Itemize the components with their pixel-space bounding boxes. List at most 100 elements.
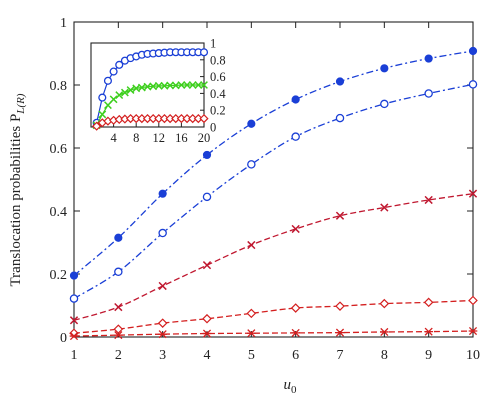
data-point [291, 328, 300, 337]
x-tick-label: 7 [337, 348, 344, 363]
data-point [113, 324, 124, 334]
series-4 [69, 326, 478, 341]
y-tick-label: 0.8 [50, 79, 68, 94]
y-tick-label: 0.6 [50, 142, 68, 157]
inset-data-point [115, 60, 124, 69]
data-point [380, 203, 389, 212]
data-point [290, 303, 301, 313]
inset-data-point [120, 88, 129, 97]
data-point [158, 330, 167, 339]
inset-x-tick-label: 16 [175, 131, 188, 145]
data-point [291, 224, 300, 234]
inset-x-tick-label: 12 [153, 131, 166, 145]
data-point [468, 295, 478, 306]
x-axis-label-sub: 0 [291, 384, 297, 396]
y-tick-label: 0.4 [50, 205, 68, 220]
inset-data-point [103, 76, 112, 85]
inset-data-point [115, 91, 124, 100]
inset-y-tick-label: 0.8 [210, 53, 226, 67]
data-point [202, 150, 212, 160]
data-point [468, 326, 478, 336]
data-point [335, 301, 345, 311]
series-line [73, 193, 474, 321]
data-point [246, 308, 257, 319]
data-point [335, 328, 345, 337]
series-line [73, 330, 474, 337]
x-tick-label: 6 [292, 348, 299, 363]
data-point [335, 77, 345, 86]
data-point [69, 331, 79, 341]
data-point [69, 271, 79, 280]
data-point [468, 46, 478, 56]
data-point [424, 89, 433, 98]
series-1 [69, 80, 478, 303]
inset-data-point [188, 81, 197, 89]
series-0 [69, 46, 478, 280]
x-axis-label-main: u [284, 377, 292, 393]
data-point [69, 294, 79, 303]
series-line [73, 299, 474, 334]
data-point [158, 228, 167, 238]
inset-data-point [199, 114, 209, 124]
data-point [424, 54, 433, 63]
data-point [247, 240, 256, 250]
inset-y-tick-label: 0.4 [210, 87, 226, 101]
data-point [114, 331, 123, 340]
inset-data-point [98, 110, 107, 119]
data-point [158, 189, 167, 198]
data-point [291, 95, 300, 104]
inset-data-point [177, 81, 186, 89]
inset-data-point [109, 95, 118, 104]
inset-x-tick-label: 8 [133, 131, 139, 145]
inset-data-point [194, 81, 203, 89]
data-point [69, 316, 79, 325]
data-point [424, 195, 433, 205]
data-point [202, 329, 212, 338]
data-point [157, 318, 168, 328]
inset-y-tick-label: 0.2 [210, 104, 226, 118]
data-point [202, 313, 212, 324]
data-point [423, 297, 434, 308]
y-axis-label-main: Translocation probabilities P [8, 114, 24, 287]
x-tick-label: 5 [248, 348, 255, 363]
data-point [468, 189, 478, 198]
y-tick-label: 0 [60, 331, 67, 346]
data-point [247, 160, 256, 169]
data-point [202, 261, 212, 270]
inset-data-point [183, 81, 191, 89]
inset-series-2 [92, 114, 209, 131]
inset-x-tick-label: 20 [198, 131, 211, 145]
data-point [114, 233, 123, 242]
data-point [158, 281, 167, 291]
series-line [73, 83, 474, 300]
data-point [380, 327, 389, 337]
data-point [247, 329, 256, 338]
inset-y-tick-label: 1 [210, 37, 216, 51]
data-point [468, 80, 478, 89]
x-tick-label: 2 [115, 348, 122, 363]
inset-data-point [200, 81, 208, 89]
data-point [335, 113, 345, 123]
data-point [114, 302, 123, 312]
series-2 [69, 189, 478, 325]
data-point [424, 327, 433, 336]
x-tick-label: 4 [204, 348, 211, 363]
data-point [380, 99, 389, 109]
data-point [69, 328, 79, 339]
inset-data-point [92, 121, 102, 131]
data-point [379, 298, 390, 309]
x-tick-label: 3 [159, 348, 166, 363]
y-axis-label: Translocation probabilities PL(R) [8, 93, 27, 286]
x-tick-label: 9 [425, 348, 432, 363]
data-point [335, 211, 345, 220]
inset-data-point [104, 101, 112, 110]
x-tick-label: 8 [381, 348, 388, 363]
inset-data-point [98, 93, 107, 102]
y-tick-label: 1 [60, 16, 67, 31]
inset-data-point [199, 48, 209, 57]
data-point [202, 192, 212, 202]
data-point [291, 132, 300, 141]
x-axis-label: u0 [284, 377, 298, 396]
series-line [73, 50, 474, 277]
inset-y-tick-label: 0.6 [210, 70, 226, 84]
